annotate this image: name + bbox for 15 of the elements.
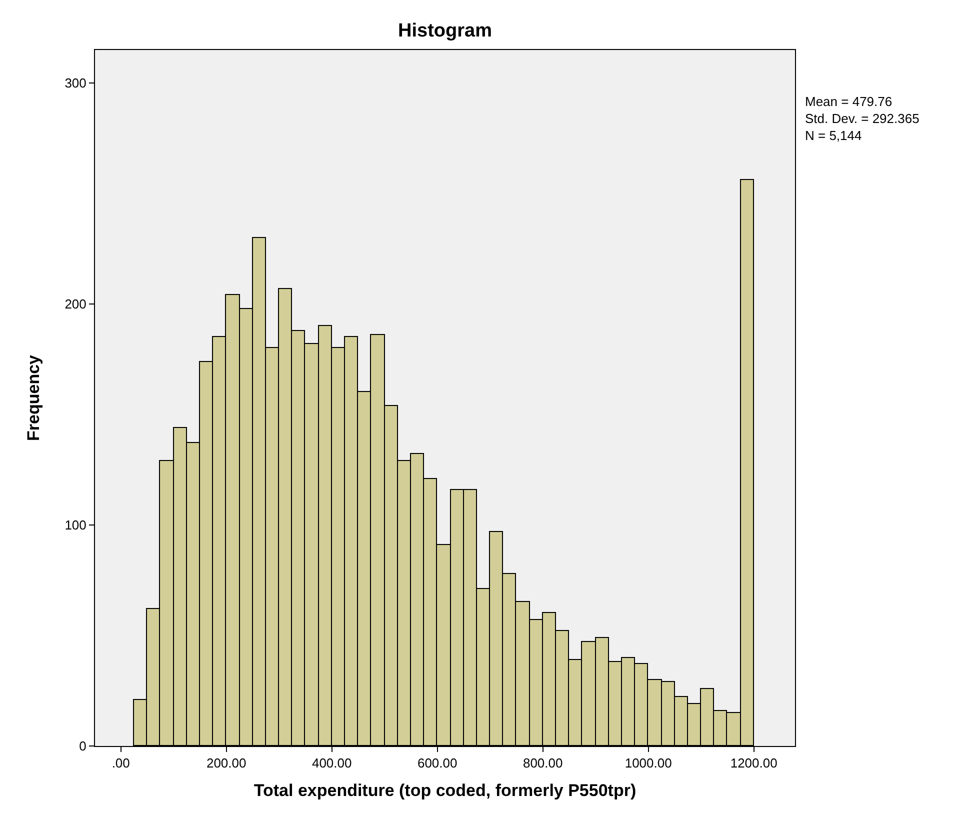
x-tick-label: 1000.00: [624, 756, 672, 771]
x-tick-label: 1200.00: [730, 756, 778, 771]
x-axis-title: Total expenditure (top coded, formerly P550tpr): [254, 781, 636, 800]
x-tick-label: 800.00: [522, 756, 563, 771]
y-tick-label: 200: [64, 296, 86, 312]
x-tick-label: 600.00: [417, 756, 458, 771]
chart-title: Histogram: [398, 20, 492, 42]
y-tick-label: 0: [79, 738, 86, 754]
x-tick-label: 400.00: [312, 756, 352, 771]
x-tick-label: .00: [112, 756, 130, 771]
x-tick-label: 200.00: [206, 756, 246, 771]
y-tick-label: 300: [64, 76, 86, 91]
text: Mean = 479.76 Std. Dev. = 292.365 N = 5,144: [805, 94, 920, 143]
y-tick-label: 100: [64, 518, 86, 533]
y-axis-title: Frequency: [24, 354, 44, 441]
